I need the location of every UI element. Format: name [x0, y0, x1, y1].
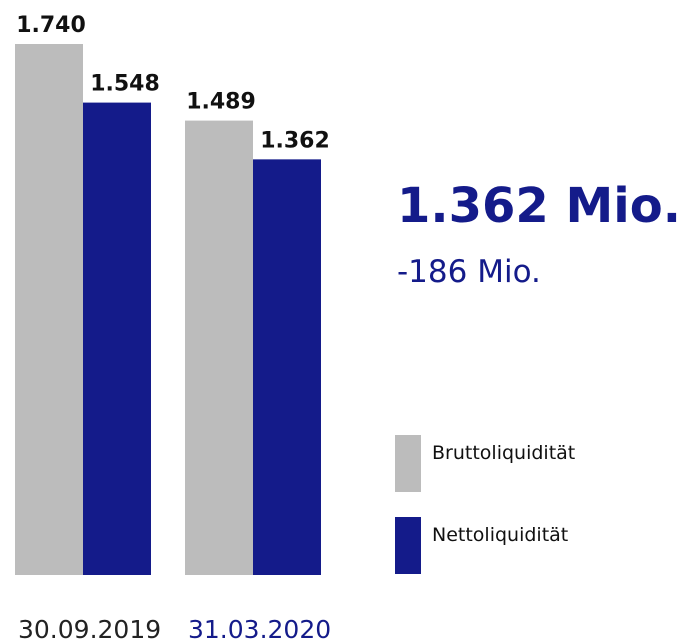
change-value: -186 Mio. — [397, 254, 541, 290]
data-label: 1.489 — [186, 90, 256, 115]
x-tick-label: 30.09.2019 — [18, 615, 161, 641]
headline-value: 1.362 Mio. — [397, 178, 681, 234]
data-label: 1.740 — [16, 13, 86, 38]
x-tick-label: 31.03.2020 — [188, 615, 331, 641]
legend-swatch — [395, 517, 421, 574]
legend-swatch — [395, 435, 421, 492]
bar — [83, 102, 151, 575]
data-label: 1.362 — [260, 128, 330, 153]
bar — [253, 159, 321, 576]
bar — [185, 120, 253, 576]
legend-label: Nettoliquidität — [432, 524, 568, 546]
data-label: 1.548 — [90, 72, 160, 97]
bar — [15, 44, 83, 575]
legend-label: Bruttoliquidität — [432, 442, 575, 464]
